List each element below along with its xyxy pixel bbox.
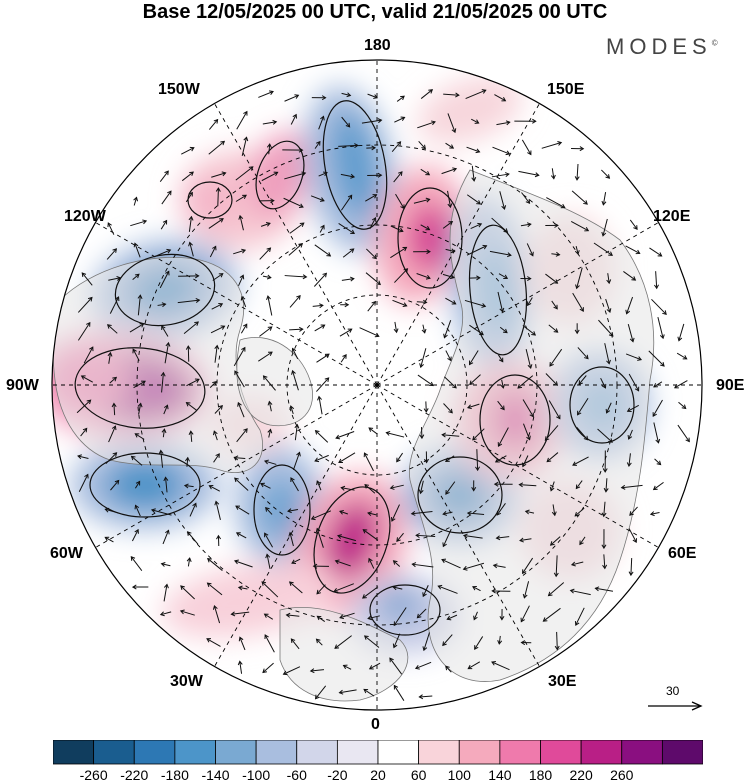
lon-label-180: 180 — [364, 37, 391, 54]
vector-scale-arrow — [648, 701, 703, 711]
colorbar-tick-label: -100 — [242, 767, 271, 783]
lon-label-0: 0 — [371, 716, 380, 733]
lon-label-90w: 90W — [6, 377, 39, 394]
lon-label-150e: 150E — [547, 81, 585, 98]
colorbar-tick-label: -220 — [120, 767, 149, 783]
map-boundary — [51, 59, 703, 711]
colorbar-tick-label: -140 — [201, 767, 230, 783]
lon-label-30e: 30E — [548, 673, 577, 690]
colorbar-tick-label: 260 — [610, 767, 634, 783]
colorbar-tick-label: 180 — [528, 767, 553, 783]
vector-scale-label: 30 — [666, 684, 680, 698]
lon-label-30w: 30W — [170, 673, 203, 690]
colorbar-tick-label: -260 — [79, 767, 108, 783]
modes-logo: MODES© — [606, 34, 718, 59]
lon-label-150w: 150W — [158, 81, 200, 98]
colorbar-tick-label: 140 — [488, 767, 512, 783]
map-title: Base 12/05/2025 00 UTC, valid 21/05/2025… — [142, 1, 608, 23]
lon-label-60e: 60E — [668, 545, 697, 562]
wind-vectors — [76, 89, 690, 701]
colorbar-tick-label: -60 — [286, 767, 307, 783]
colorbar-tick-label: 60 — [410, 767, 427, 783]
lon-label-120e: 120E — [653, 208, 691, 225]
lon-label-120w: 120W — [64, 208, 106, 225]
colorbar-tick-label: -180 — [160, 767, 189, 783]
colorbar-tick-label: 100 — [447, 767, 471, 783]
colorbar-tick-label: 20 — [370, 767, 386, 783]
colorbar-tick-label: 220 — [569, 767, 593, 783]
colorbar — [53, 740, 703, 765]
streamlines — [74, 100, 635, 636]
lon-label-90e: 90E — [716, 377, 745, 394]
lon-label-60w: 60W — [50, 545, 83, 562]
colorbar-tick-label: -20 — [327, 767, 348, 783]
map-disk — [52, 60, 702, 710]
